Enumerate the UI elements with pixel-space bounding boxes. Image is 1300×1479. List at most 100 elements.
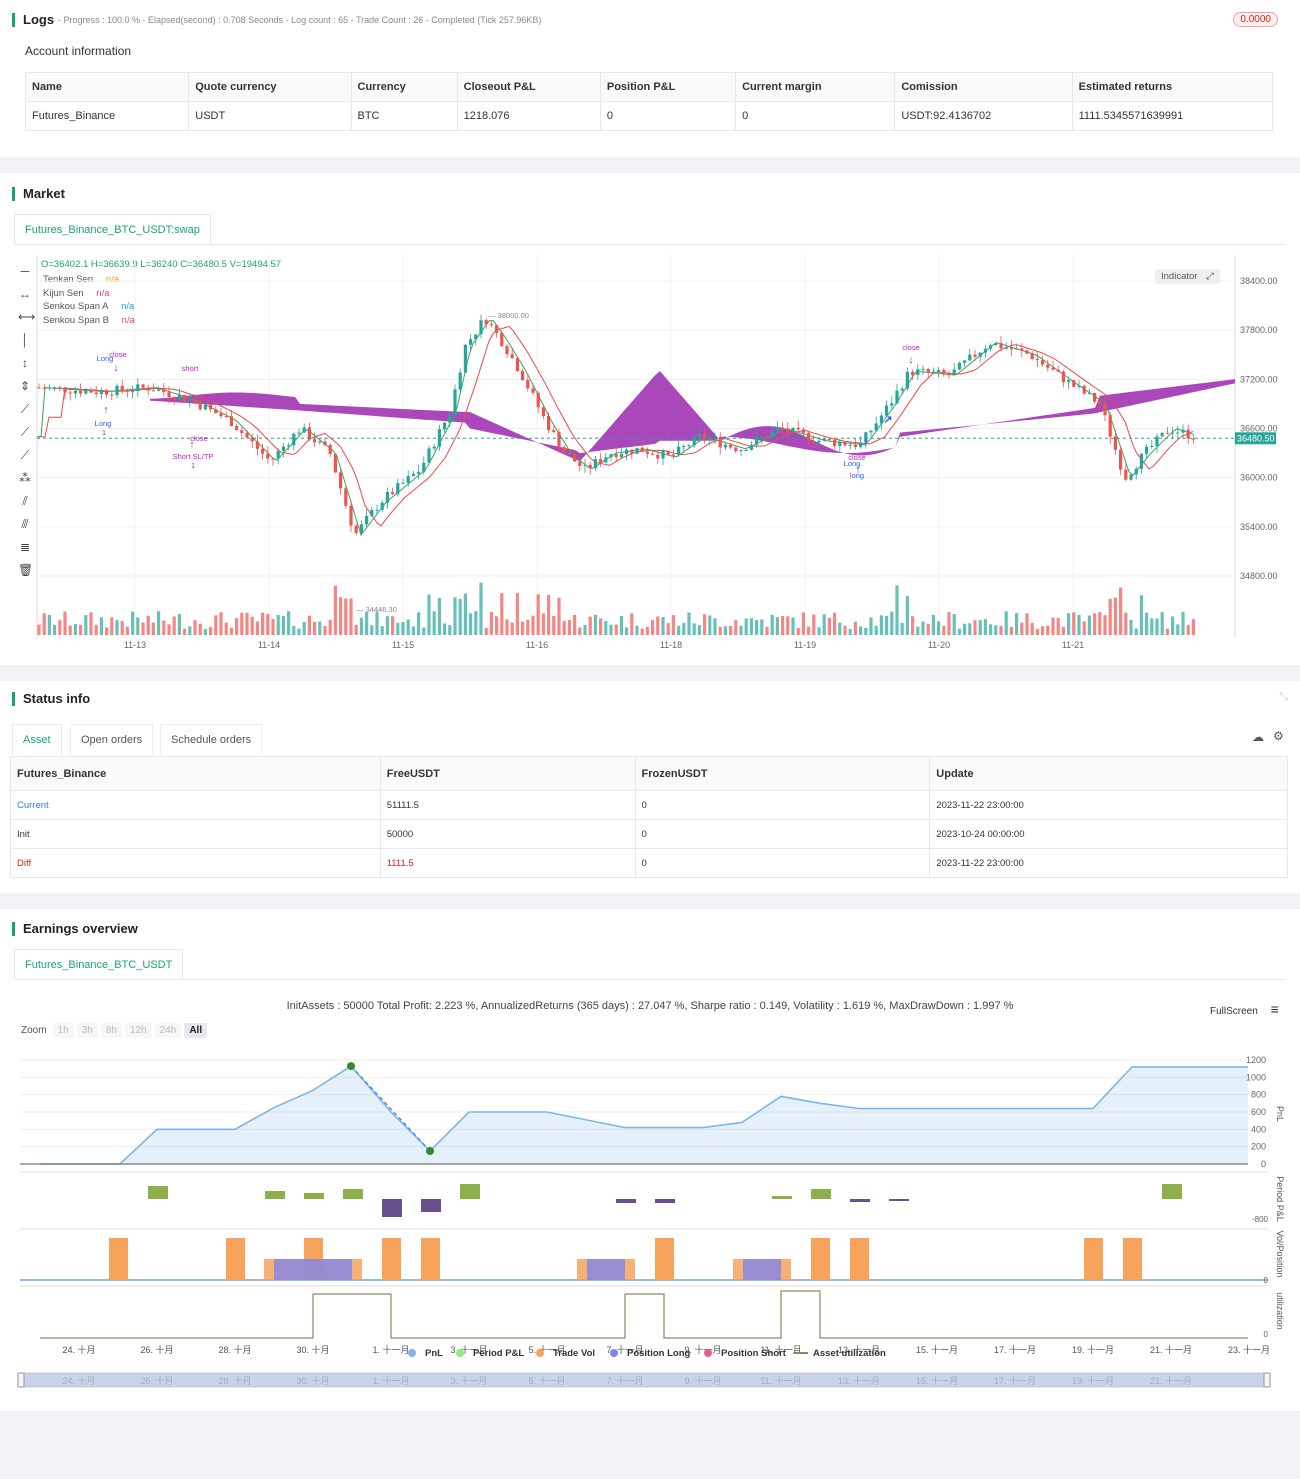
navigator-label: 9. 十一月 (684, 1375, 721, 1386)
zoom-option-12h[interactable]: 12h (124, 1023, 152, 1038)
parallel-channel-icon[interactable]: ⫽ (22, 494, 28, 508)
tab-earnings-symbol[interactable]: Futures_Binance_BTC_USDT (14, 949, 184, 980)
horizontal-line-icon[interactable]: ─ (20, 264, 30, 278)
candle-body (99, 390, 103, 394)
volume-bar (770, 614, 774, 635)
horizontal-ray-icon[interactable]: ↔ (19, 287, 31, 301)
navigator-label: 19. 十一月 (1072, 1375, 1114, 1386)
account-cell: 1218.076 (456, 101, 601, 131)
volume-bar (401, 621, 405, 635)
trade-arrow-icon: ↑ (855, 464, 861, 476)
candle-body (53, 387, 57, 389)
volume-bar (942, 625, 946, 635)
volume-bar (937, 621, 941, 635)
tab-schedule-orders[interactable]: Schedule orders (160, 724, 263, 755)
x-tick-label: 17. 十一月 (994, 1344, 1036, 1355)
volume-bar (479, 582, 483, 635)
candle-body (968, 354, 972, 361)
extended-line-icon[interactable]: ⟷ (18, 310, 36, 324)
volume-bar (1113, 597, 1117, 635)
zoom-option-1h[interactable]: 1h (52, 1023, 74, 1038)
candle-body (47, 387, 51, 389)
volume-bar (385, 616, 389, 635)
volume-bar (302, 621, 306, 635)
vertical-arrow-icon[interactable]: ⇕ (19, 379, 31, 393)
candle-body (552, 430, 556, 432)
menu-icon[interactable]: ≡ (1270, 1001, 1279, 1017)
price-tick-label: 35400.00 (1240, 522, 1278, 532)
candle-body (1150, 446, 1154, 448)
candle-body (115, 385, 119, 396)
candle-body (292, 433, 296, 446)
collapse-icon[interactable]: ⤡ (1279, 691, 1288, 703)
account-cell: USDT (188, 101, 352, 131)
volume-bar (573, 614, 577, 635)
zoom-option-3h[interactable]: 3h (76, 1023, 98, 1038)
candle-body (604, 457, 608, 463)
fullscreen-button[interactable]: FullScreen ≡ (1210, 1001, 1279, 1017)
settings-icon[interactable]: ⚙ (1273, 729, 1284, 743)
volume-bar (952, 614, 956, 635)
volume-bar (661, 617, 665, 635)
navigator-label: 7. 十一月 (606, 1375, 643, 1386)
vertical-ray-icon[interactable]: ↕ (22, 356, 28, 370)
tab-asset[interactable]: Asset (12, 724, 62, 755)
candle-body (1082, 385, 1086, 394)
zoom-option-24h[interactable]: 24h (154, 1023, 182, 1038)
legend-name: Senkou Span A (43, 301, 109, 312)
account-cell: 1111.5345571639991 (1071, 101, 1274, 131)
x-tick-label: 11-13 (124, 640, 146, 650)
fib-levels-icon[interactable]: ≣ (19, 540, 31, 554)
expand-icon[interactable]: ⤢ (1206, 271, 1214, 282)
volume-bar (755, 619, 759, 635)
fib-icon[interactable]: ⫻ (21, 517, 29, 531)
volume-bar (926, 623, 930, 635)
navigator-handle-right (1263, 1372, 1271, 1388)
volume-bar (42, 613, 46, 635)
volume-bar (422, 627, 426, 635)
candle-body (952, 369, 956, 376)
volume-bar (432, 611, 436, 635)
candle-body (963, 360, 967, 363)
volume-bar (947, 612, 951, 635)
earnings-chart[interactable]: 1200 1000 800 600 400 200 0 -800 0 0 PnL Period P&L… (0, 1039, 1300, 1479)
volume-bar (625, 627, 629, 635)
candlestick-chart[interactable]: 11-13 11-14 11-15 11-16 11-18 11-19 11-20 11-21… (0, 253, 1300, 653)
tab-market-symbol[interactable]: Futures_Binance_BTC_USDT:swap (14, 214, 211, 245)
price-line-icon[interactable]: ⁂ (19, 471, 31, 485)
volume-bar (375, 611, 379, 635)
candle-body (947, 373, 951, 376)
volume-bar (47, 614, 51, 635)
volume-bar (1165, 628, 1169, 635)
candle-body (110, 394, 114, 396)
candle-body (916, 369, 920, 375)
candle-body (567, 452, 571, 455)
candle-body (1155, 436, 1159, 447)
volume-bar (1108, 598, 1112, 635)
volume-bar (703, 614, 707, 635)
trend-line-icon[interactable]: ⟋ (20, 402, 30, 416)
volume-bar (593, 614, 597, 635)
volume-bar (250, 616, 254, 635)
zoom-option-All[interactable]: All (184, 1023, 208, 1038)
segment-line-icon[interactable]: ⟋ (20, 448, 30, 462)
volume-bar (344, 598, 348, 635)
candle-body (911, 371, 915, 375)
asset-cell: 1111.5 (379, 848, 636, 878)
tab-open-orders[interactable]: Open orders (70, 724, 154, 755)
candle-body (900, 388, 904, 391)
zoom-option-8h[interactable]: 8h (100, 1023, 122, 1038)
ray-line-icon[interactable]: ⟋ (20, 425, 30, 439)
account-header-cell: Currency (350, 72, 458, 102)
volume-bar (131, 611, 135, 635)
candle-body (1004, 347, 1008, 349)
volume-bar (235, 618, 239, 635)
x-tick-label: 3. 十一月 (450, 1344, 487, 1355)
candle-body (942, 369, 946, 374)
vertical-line-icon[interactable]: │ (21, 333, 29, 347)
indicator-button[interactable]: Indicator ⤢ (1155, 269, 1220, 284)
volume-bar (890, 611, 894, 635)
candle-body (1072, 380, 1076, 387)
cloud-download-icon[interactable]: ☁ (1252, 730, 1264, 744)
trash-icon[interactable]: 🗑 (18, 563, 34, 577)
